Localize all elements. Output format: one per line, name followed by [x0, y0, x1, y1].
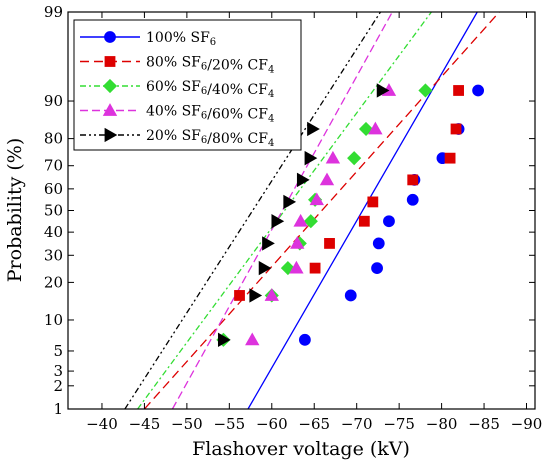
- legend-marker: [104, 56, 116, 67]
- x-tick-label: −90: [511, 415, 543, 433]
- data-point-series-3: [303, 214, 318, 229]
- legend: 100% SF6 80% SF6/20% CF4 60% SF6/40% CF4 40…: [73, 19, 302, 151]
- x-tick-label: −60: [256, 415, 288, 433]
- x-tick-label: −45: [129, 415, 161, 433]
- x-tick-label: −50: [171, 415, 203, 433]
- data-point-series-2: [324, 238, 335, 249]
- data-point-series-5: [283, 194, 297, 210]
- fit-line-series-2: [143, 12, 500, 409]
- data-point-series-1: [472, 84, 485, 97]
- data-point-series-3: [347, 151, 362, 166]
- data-point-series-1: [344, 289, 357, 302]
- y-tick-label: 20: [44, 273, 63, 291]
- legend-label: 60% SF6/40% CF4: [146, 79, 274, 100]
- data-point-series-4: [293, 213, 308, 227]
- data-point-series-4: [290, 236, 305, 249]
- fit-lines: [124, 12, 500, 409]
- fit-line-series-3: [137, 12, 432, 409]
- data-point-series-1: [383, 215, 395, 228]
- legend-marker: [104, 127, 118, 143]
- y-tick-label: 99: [44, 3, 63, 21]
- data-point-series-2: [453, 85, 464, 96]
- data-markers: [216, 83, 485, 348]
- y-tick-label: 2: [53, 377, 63, 395]
- data-point-series-5: [262, 236, 275, 251]
- legend-marker: [102, 78, 118, 94]
- legend-item: 40% SF6/60% CF4: [80, 103, 274, 125]
- fit-line-series-5: [124, 12, 382, 409]
- data-point-series-5: [376, 83, 390, 98]
- legend-item: 20% SF6/80% CF4: [80, 127, 274, 149]
- y-tick-label: 1: [53, 400, 63, 418]
- legend-marker: [104, 31, 116, 43]
- legend-label: 80% SF6/20% CF4: [146, 55, 274, 76]
- y-tick-label: 90: [44, 92, 63, 110]
- legend-label: 40% SF6/60% CF4: [146, 104, 274, 125]
- x-tick-label: −55: [213, 415, 245, 433]
- legend-label: 100% SF6: [146, 30, 216, 48]
- x-tick-label: −40: [86, 415, 118, 433]
- legend-item: 60% SF6/40% CF4: [80, 78, 274, 100]
- y-tick-label: 10: [44, 311, 63, 329]
- y-tick-label: 80: [44, 130, 63, 148]
- y-tick-label: 3: [53, 362, 63, 380]
- data-point-series-5: [304, 150, 318, 166]
- axis-ticks: −40 −45 −50 −55 −60 −65 −70 −75 −80 −85 −90 1 23 5 10 2…: [44, 3, 542, 433]
- x-tick-label: −70: [341, 415, 373, 433]
- data-point-series-5: [217, 332, 231, 348]
- data-point-series-1: [372, 237, 385, 250]
- x-tick-label: −75: [383, 415, 415, 433]
- x-tick-label: −65: [298, 415, 330, 433]
- y-axis-title: Probability (%): [4, 138, 26, 282]
- data-point-series-2: [407, 174, 419, 186]
- data-point-series-4: [368, 121, 383, 135]
- data-point-series-1: [406, 193, 419, 206]
- y-tick-label: 30: [44, 246, 63, 264]
- data-point-series-5: [258, 260, 272, 276]
- data-point-series-2: [444, 152, 456, 164]
- data-point-series-5: [296, 172, 310, 188]
- y-tick-label: 5: [53, 342, 63, 360]
- y-tick-label: 70: [44, 157, 63, 175]
- legend-item: 100% SF6: [80, 30, 216, 48]
- data-point-series-5: [271, 214, 285, 229]
- data-point-series-4: [309, 192, 324, 206]
- legend-item: 80% SF6/20% CF4: [80, 55, 274, 76]
- data-point-series-2: [450, 123, 462, 135]
- x-tick-label: −80: [426, 415, 458, 433]
- data-point-series-3: [418, 83, 433, 98]
- legend-label: 20% SF6/80% CF4: [146, 128, 274, 149]
- y-tick-label: 50: [44, 202, 63, 220]
- data-point-series-5: [307, 121, 320, 137]
- data-point-series-2: [309, 262, 321, 274]
- data-point-series-4: [289, 260, 304, 274]
- fit-line-series-4: [171, 12, 393, 409]
- x-axis-title: Flashover voltage (kV): [192, 438, 410, 460]
- data-point-series-4: [245, 332, 260, 346]
- data-point-series-4: [325, 150, 341, 164]
- x-tick-label: −85: [468, 415, 500, 433]
- data-point-series-1: [298, 333, 311, 346]
- data-point-series-4: [264, 288, 279, 301]
- data-point-series-5: [249, 288, 263, 303]
- data-point-series-3: [358, 121, 374, 137]
- data-point-series-2: [358, 215, 370, 227]
- legend-marker: [102, 103, 118, 116]
- data-point-series-2: [234, 290, 245, 301]
- y-tick-label: 40: [44, 223, 63, 241]
- fit-line-series-1: [247, 12, 478, 409]
- y-tick-label: 60: [44, 180, 63, 198]
- data-point-series-2: [367, 196, 379, 208]
- data-point-series-4: [319, 172, 335, 186]
- data-point-series-1: [371, 262, 383, 275]
